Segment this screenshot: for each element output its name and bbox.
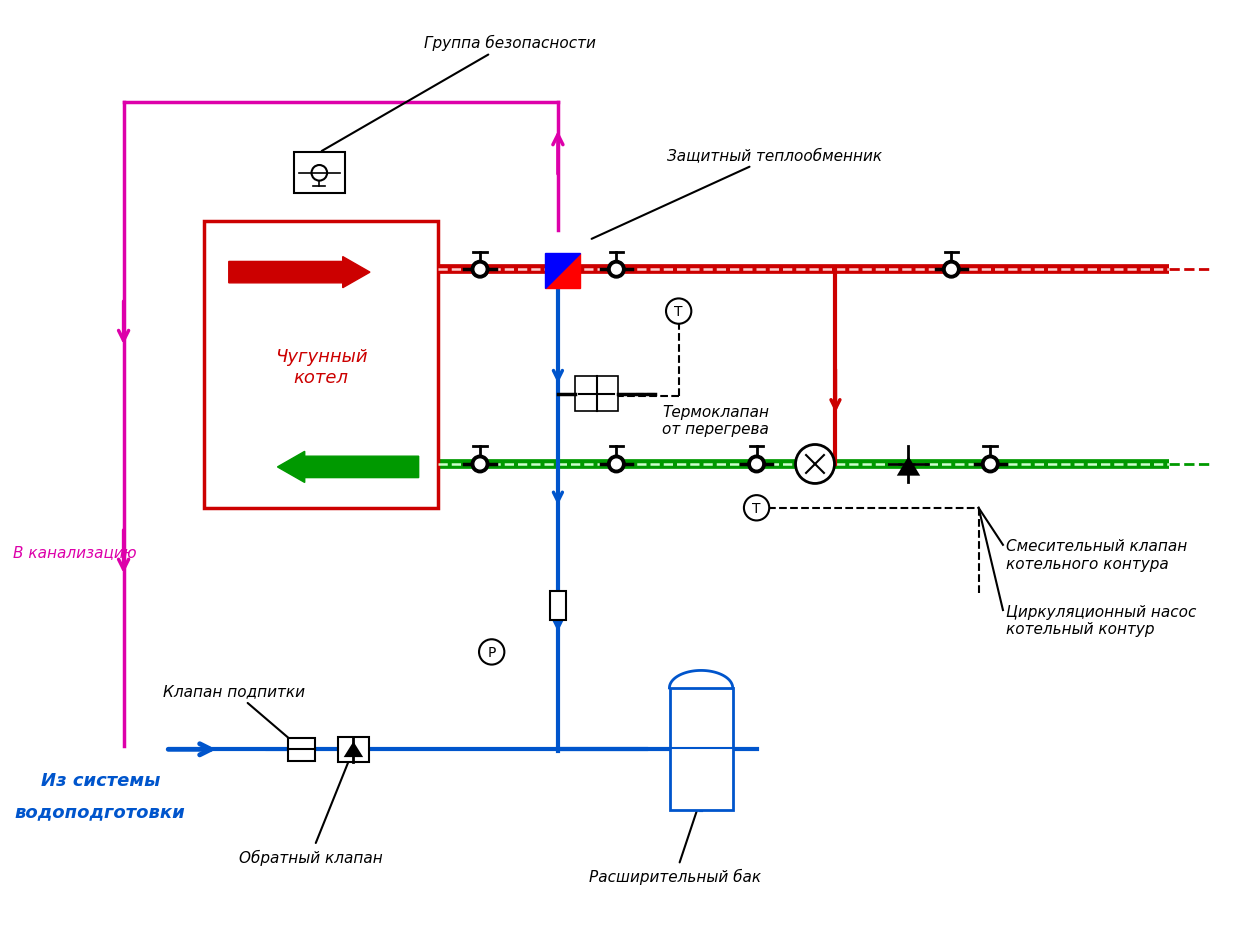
Circle shape bbox=[612, 265, 621, 274]
Bar bbox=[288, 738, 316, 761]
Circle shape bbox=[744, 496, 769, 521]
Circle shape bbox=[796, 445, 834, 484]
Circle shape bbox=[985, 460, 995, 469]
Bar bbox=[338, 737, 369, 762]
Text: Смесительный клапан
котельного контура: Смесительный клапан котельного контура bbox=[1006, 539, 1187, 571]
Text: Защитный теплообменник: Защитный теплообменник bbox=[592, 148, 883, 239]
Circle shape bbox=[472, 261, 489, 279]
Text: В канализацию: В канализацию bbox=[14, 544, 136, 560]
Text: Группа безопасности: Группа безопасности bbox=[322, 35, 595, 152]
Polygon shape bbox=[545, 253, 581, 288]
Circle shape bbox=[982, 456, 999, 473]
Text: T: T bbox=[753, 502, 761, 515]
FancyArrow shape bbox=[277, 451, 418, 483]
Text: T: T bbox=[675, 305, 683, 319]
Text: P: P bbox=[488, 645, 496, 659]
Text: Клапан подпитки: Клапан подпитки bbox=[162, 683, 305, 748]
Bar bbox=[204, 222, 438, 508]
Bar bbox=[550, 590, 566, 620]
Circle shape bbox=[475, 265, 485, 274]
Circle shape bbox=[666, 299, 691, 324]
Circle shape bbox=[479, 640, 504, 665]
Circle shape bbox=[312, 166, 327, 182]
Text: Обратный клапан: Обратный клапан bbox=[239, 752, 383, 865]
Polygon shape bbox=[344, 742, 363, 757]
Text: Расширительный бак: Расширительный бак bbox=[589, 801, 761, 884]
Text: Термоклапан
от перегрева: Термоклапан от перегрева bbox=[662, 404, 769, 437]
Circle shape bbox=[472, 456, 489, 473]
Polygon shape bbox=[896, 457, 920, 476]
Circle shape bbox=[475, 460, 485, 469]
Text: водоподготовки: водоподготовки bbox=[15, 803, 186, 820]
Text: Циркуляционный насос
котельный контур: Циркуляционный насос котельный контур bbox=[1006, 603, 1196, 636]
Circle shape bbox=[612, 460, 621, 469]
Circle shape bbox=[947, 265, 956, 274]
Text: Чугунный
котел: Чугунный котел bbox=[275, 348, 368, 387]
Circle shape bbox=[608, 261, 625, 279]
Text: Из системы: Из системы bbox=[41, 771, 160, 790]
Circle shape bbox=[942, 261, 961, 279]
Bar bbox=[576, 377, 618, 412]
FancyArrow shape bbox=[229, 258, 370, 288]
Bar bbox=[670, 688, 733, 810]
Circle shape bbox=[751, 460, 761, 469]
Circle shape bbox=[748, 456, 765, 473]
Circle shape bbox=[608, 456, 625, 473]
Polygon shape bbox=[545, 253, 581, 288]
Bar bbox=[293, 153, 344, 194]
